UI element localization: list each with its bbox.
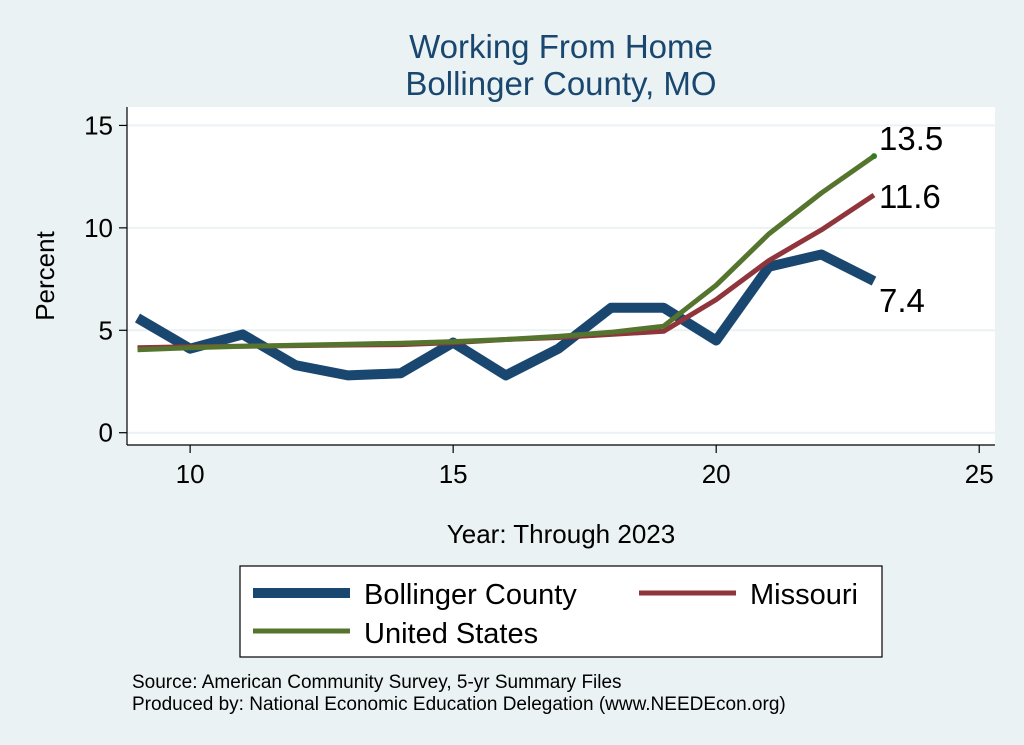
end-marker-united-states [871, 153, 878, 160]
legend-box [239, 565, 883, 658]
y-axis-title: Percent [30, 230, 60, 320]
y-tick-label-10: 10 [84, 213, 113, 243]
y-tick-label-5: 5 [99, 315, 113, 345]
end-label-united-states: 13.5 [879, 120, 943, 157]
x-tick-label-10: 10 [176, 459, 205, 489]
legend-label-united-states: United States [364, 618, 538, 650]
x-tick-label-20: 20 [702, 459, 731, 489]
series-lines [134, 153, 878, 381]
end-label-missouri: 11.6 [879, 178, 941, 215]
x-tick-label-25: 25 [965, 459, 994, 489]
x-axis-title: Year: Through 2023 [447, 519, 675, 549]
chart-subtitle: Bollinger County, MO [405, 65, 716, 102]
y-tick-label-15: 15 [84, 110, 113, 140]
producer-note: Produced by: National Economic Education… [132, 694, 786, 715]
legend: Bollinger County Missouri United States [239, 565, 883, 658]
axes: 0 5 10 15 10 15 20 25 [84, 107, 995, 489]
y-tick-label-0: 0 [99, 418, 113, 448]
x-tick-label-15: 15 [439, 459, 468, 489]
plot-area [127, 107, 995, 445]
series-line-united-states [137, 154, 876, 353]
legend-label-missouri: Missouri [750, 579, 858, 611]
legend-label-bollinger-county: Bollinger County [364, 579, 577, 611]
chart-title: Working From Home [409, 28, 713, 65]
source-note: Source: American Community Survey, 5-yr … [132, 672, 622, 693]
end-label-bollinger-county: 7.4 [879, 282, 925, 319]
grid-lines [127, 124, 995, 434]
